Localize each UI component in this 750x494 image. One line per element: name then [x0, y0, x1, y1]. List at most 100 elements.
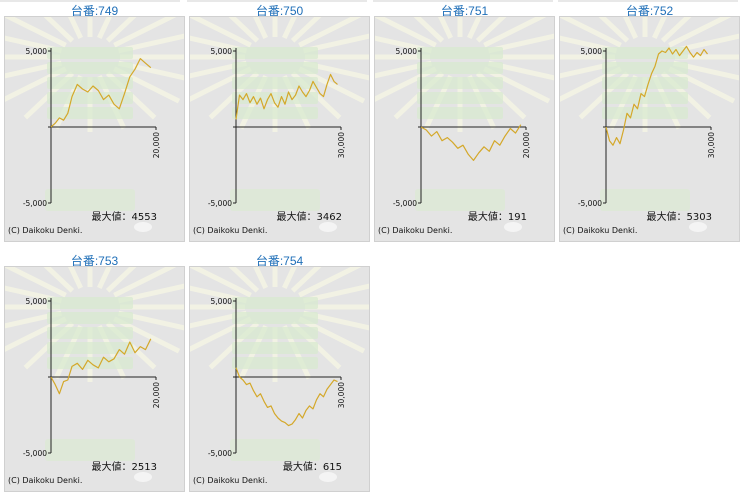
machine-graphic-band — [47, 47, 133, 59]
light-ray — [290, 17, 322, 43]
machine-graphic-band — [47, 312, 133, 324]
machine-graphic-band — [47, 62, 133, 74]
light-ray — [475, 17, 507, 43]
machine-graphic-band — [47, 92, 133, 104]
machine-graphic-band — [232, 77, 318, 89]
machine-graphic-band — [232, 297, 318, 309]
y-tick-label: -5,000 — [393, 199, 417, 208]
copyright-text: (C) Daikoku Denki. — [8, 226, 83, 235]
background-illustration — [190, 267, 369, 482]
light-ray — [113, 267, 177, 298]
light-ray — [438, 17, 453, 40]
light-ray — [68, 267, 83, 290]
copyright-text: (C) Daikoku Denki. — [378, 226, 453, 235]
balance-line — [235, 73, 338, 120]
max-value-prefix: 最大値： — [276, 212, 317, 223]
machine-graphic-band — [417, 92, 503, 104]
light-ray — [660, 17, 692, 43]
light-ray — [105, 267, 137, 293]
machine-number-link[interactable]: 台番:751 — [440, 4, 489, 18]
max-value-prefix: 最大値： — [646, 212, 687, 223]
light-ray — [97, 267, 112, 290]
machine-graphic-knob — [134, 472, 152, 482]
light-ray — [68, 17, 83, 40]
light-ray — [483, 17, 547, 48]
machine-number-link[interactable]: 台番:749 — [70, 4, 119, 18]
top-divider-mid2 — [373, 0, 553, 2]
light-ray — [5, 316, 67, 352]
y-tick-label: 5,000 — [396, 47, 418, 56]
light-ray — [190, 267, 252, 298]
copyright-text: (C) Daikoku Denki. — [193, 476, 268, 485]
light-ray — [228, 17, 260, 43]
machine-chart-card: 台番:752 5,000 -5,000 30,000 最大値：5303 (C) Daiko… — [559, 0, 740, 244]
machine-graphic-tray — [45, 189, 135, 211]
machine-graphic-knob — [504, 222, 522, 232]
machine-graphic-knob — [689, 222, 707, 232]
machine-graphic-knob — [134, 222, 152, 232]
machine-graphic-band — [232, 327, 318, 339]
x-tick-label: 30,000 — [707, 132, 716, 158]
light-ray — [298, 66, 366, 104]
machine-graphic-band — [232, 47, 318, 59]
y-tick-label: -5,000 — [23, 449, 47, 458]
light-ray — [652, 17, 667, 40]
top-divider-right — [558, 0, 738, 2]
chart-svg: 5,000 -5,000 20,000 — [5, 267, 184, 482]
machine-graphic-band — [232, 107, 318, 119]
chart-svg: 5,000 -5,000 30,000 — [560, 17, 739, 232]
light-ray — [43, 17, 75, 43]
machine-graphic-band — [47, 357, 133, 369]
max-value-prefix: 最大値： — [91, 462, 132, 473]
max-value-label: 最大値：615 — [283, 458, 342, 473]
light-ray — [598, 17, 630, 43]
light-ray — [298, 267, 362, 298]
light-ray — [375, 17, 437, 48]
y-tick-label: 5,000 — [211, 297, 233, 306]
machine-number-link[interactable]: 台番:754 — [255, 254, 304, 268]
max-value-label: 最大値：2513 — [92, 458, 157, 473]
light-ray — [253, 17, 268, 40]
machine-chart-card: 台番:749 5,000 -5,000 20,000 最大値：4553 (C) Daiko… — [4, 0, 185, 244]
max-value-number: 3462 — [316, 212, 342, 223]
machine-graphic-band — [232, 92, 318, 104]
light-ray — [105, 17, 137, 43]
y-tick-label: 5,000 — [26, 47, 48, 56]
light-ray — [5, 66, 67, 102]
x-tick-label: 20,000 — [522, 132, 531, 158]
max-value-label: 最大値：191 — [468, 208, 527, 223]
light-ray — [467, 17, 482, 40]
machine-chart-card: 台番:754 5,000 -5,000 30,000 最大値：615 (C) Daikok… — [189, 250, 370, 494]
light-ray — [290, 267, 322, 293]
chart-svg: 5,000 -5,000 20,000 — [5, 17, 184, 232]
light-ray — [668, 17, 732, 48]
machine-graphic-knob — [319, 222, 337, 232]
machine-graphic-band — [232, 312, 318, 324]
x-tick-label: 20,000 — [152, 132, 161, 158]
light-ray — [113, 17, 177, 48]
machine-graphic-band — [602, 107, 688, 119]
machine-number-link[interactable]: 台番:753 — [70, 254, 119, 268]
x-tick-label: 30,000 — [337, 132, 346, 158]
chart-panel: 5,000 -5,000 20,000 最大値：4553 (C) Daikoku Den… — [4, 16, 185, 242]
max-value-number: 5303 — [686, 212, 712, 223]
background-illustration — [5, 267, 184, 482]
light-ray — [282, 267, 297, 290]
light-ray — [190, 316, 252, 352]
x-tick-label: 30,000 — [337, 382, 346, 408]
machine-number-link[interactable]: 台番:750 — [255, 4, 304, 18]
max-value-number: 615 — [322, 462, 342, 473]
light-ray — [413, 17, 445, 43]
chart-panel: 5,000 -5,000 30,000 最大値：3462 (C) Daikoku Den… — [189, 16, 370, 242]
machine-graphic-tray — [45, 439, 135, 461]
machine-graphic-band — [602, 92, 688, 104]
light-ray — [113, 66, 181, 104]
y-tick-label: 5,000 — [211, 47, 233, 56]
machine-graphic-band — [232, 357, 318, 369]
chart-svg: 5,000 -5,000 20,000 — [375, 17, 554, 232]
machine-graphic-band — [602, 77, 688, 89]
balance-line — [50, 338, 152, 395]
machine-number-link[interactable]: 台番:752 — [625, 4, 674, 18]
y-tick-label: -5,000 — [23, 199, 47, 208]
light-ray — [5, 267, 67, 298]
